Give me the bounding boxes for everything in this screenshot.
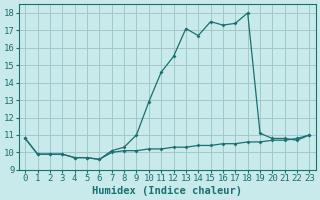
X-axis label: Humidex (Indice chaleur): Humidex (Indice chaleur) — [92, 186, 242, 196]
